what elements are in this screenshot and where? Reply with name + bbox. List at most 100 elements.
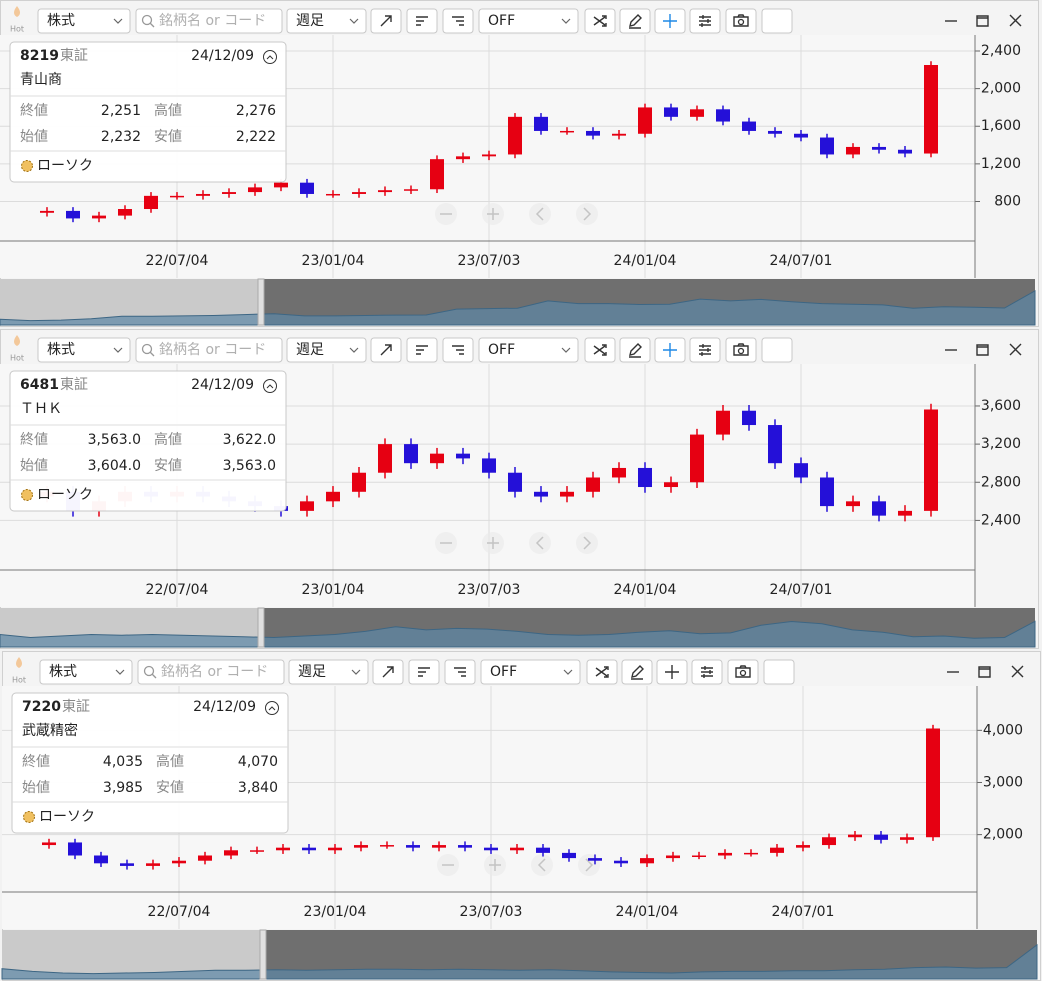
candle-body (118, 209, 132, 216)
info-box: 6481 東証 24/12/09 ＴＨＫ 終値 3,563.0 高値 3,622.0 始値 3,6… (9, 370, 287, 512)
icon-glyph (665, 665, 679, 679)
field-value: 2,276 (236, 103, 276, 119)
candle-body (328, 847, 342, 851)
candle-body (612, 467, 626, 478)
chart-panel: Hot 株式 銘柄名 or コード 週足 OFF 800 1,200 1,600 2,000 2,… (0, 0, 1039, 327)
navigator-handle[interactable] (257, 607, 265, 648)
icon-glyph (593, 344, 607, 356)
indicator-select[interactable] (480, 659, 581, 685)
collapse-button[interactable] (265, 701, 279, 715)
candle-body (560, 491, 574, 497)
candle-body (638, 467, 652, 488)
refresh-button[interactable] (761, 337, 793, 363)
search-icon (151, 673, 157, 679)
field-label: 終値 (22, 754, 50, 770)
candle-body (378, 444, 392, 473)
candle-body (562, 852, 576, 859)
style-icon (21, 160, 33, 172)
camera-button[interactable] (727, 659, 759, 685)
refresh-button[interactable] (761, 8, 793, 34)
field-value: 3,563.0 (223, 458, 276, 474)
candle-body (352, 472, 366, 492)
period-select[interactable] (286, 337, 367, 363)
draw-button[interactable] (619, 337, 651, 363)
candle-body (352, 192, 366, 194)
field-value: 3,604.0 (88, 458, 141, 474)
quote-date: 24/12/09 (191, 48, 254, 64)
icon-glyph (739, 669, 747, 677)
zoom-control[interactable] (531, 854, 553, 876)
zoom-control[interactable] (529, 532, 551, 554)
period-select[interactable] (286, 8, 367, 34)
chart-style: ローソク (37, 487, 93, 503)
icon-glyph (976, 15, 989, 27)
candle-body (872, 501, 886, 516)
candle-body (300, 501, 314, 511)
zoom-control[interactable] (576, 203, 598, 225)
icon-glyph (595, 666, 609, 678)
candle-body (770, 847, 784, 853)
candle-body (276, 847, 290, 851)
period-select[interactable] (288, 659, 369, 685)
market-select[interactable] (37, 337, 131, 363)
zoom-control[interactable] (578, 854, 600, 876)
camera-button[interactable] (725, 8, 757, 34)
draw-button[interactable] (619, 8, 651, 34)
market-select[interactable] (37, 8, 131, 34)
candle-body (664, 107, 678, 117)
candle-body (354, 845, 368, 848)
x-tick-label: 22/07/04 (146, 582, 209, 598)
candle-body (898, 510, 912, 516)
collapse-button[interactable] (263, 50, 277, 64)
search-box[interactable] (135, 8, 283, 34)
collapse-button[interactable] (263, 379, 277, 393)
x-tick-label: 24/07/01 (770, 253, 833, 269)
x-tick-label: 24/01/04 (616, 904, 679, 920)
field-label: 始値 (22, 780, 50, 796)
candle-body (250, 850, 264, 852)
zoom-glyph (537, 858, 546, 872)
search-box[interactable] (137, 659, 285, 685)
candle-body (716, 410, 730, 435)
market-select-label: 株式 (47, 13, 75, 29)
camera-button[interactable] (725, 337, 757, 363)
candle-body (692, 855, 706, 857)
candle-body (430, 453, 444, 464)
market-select[interactable] (39, 659, 133, 685)
zoom-glyph (487, 208, 499, 220)
zoom-glyph (583, 536, 592, 550)
indicator-select[interactable] (478, 337, 579, 363)
zoom-glyph (489, 859, 501, 871)
candle-body (534, 116, 548, 131)
navigator-handle[interactable] (259, 929, 267, 980)
indicator-select[interactable] (478, 8, 579, 34)
stock-code: 8219 (20, 48, 59, 64)
navigator-handle[interactable] (257, 278, 265, 326)
period-select-chevron (349, 347, 359, 353)
candle-body (666, 855, 680, 859)
chart-style: ローソク (37, 158, 93, 174)
chart-style: ローソク (39, 809, 95, 825)
search-box[interactable] (135, 337, 283, 363)
candle-body (302, 847, 316, 851)
info-box-bg (9, 41, 287, 183)
search-icon (141, 343, 153, 355)
x-tick-label: 23/01/04 (304, 904, 367, 920)
candle-body (794, 463, 808, 478)
period-select-chevron (351, 669, 361, 675)
icon-glyph (1009, 343, 1022, 356)
zoom-control[interactable] (529, 203, 551, 225)
icon-glyph (1009, 14, 1022, 27)
refresh-button[interactable] (763, 659, 795, 685)
draw-button[interactable] (621, 659, 653, 685)
candle-body (92, 215, 106, 219)
y-tick-label: 1,600 (981, 118, 1021, 134)
candle-body (796, 845, 810, 848)
collapse-glyph (268, 706, 276, 711)
candle-body (120, 863, 134, 866)
candle-body (822, 837, 836, 846)
candle-body (924, 409, 938, 511)
zoom-control[interactable] (576, 532, 598, 554)
icon-glyph (1011, 665, 1024, 678)
